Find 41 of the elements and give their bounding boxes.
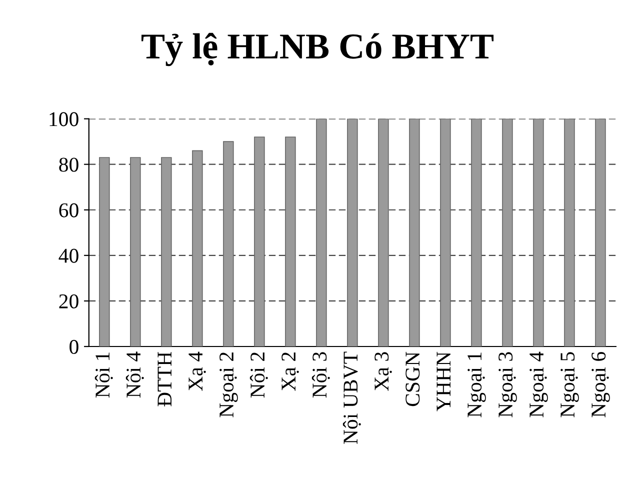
x-tick-label: Xạ 2: [282, 352, 299, 391]
bar: [440, 118, 451, 346]
x-tick-label: Xạ 4: [188, 352, 206, 391]
x-tick-label: Nội 3: [312, 352, 330, 398]
x-tick-label: CSGN: [406, 352, 420, 406]
bar: [409, 118, 420, 346]
x-tick-label: Nội 4: [126, 352, 144, 398]
x-tick-label: Ngoại 4: [530, 352, 548, 418]
x-tick-label: Nội UBVT: [342, 352, 361, 444]
bar: [223, 141, 234, 346]
chart-title: Tỷ lệ HLNB Có BHYT: [142, 32, 494, 66]
x-tick-label: Xạ 3: [374, 352, 392, 391]
bar: [254, 136, 265, 346]
x-tick-label: YHHN: [436, 352, 450, 412]
y-tick-label: 80: [59, 158, 78, 172]
x-tick-label: Ngoại 5: [560, 352, 579, 418]
bar: [502, 118, 513, 346]
bar: [285, 136, 296, 346]
bar: [192, 150, 203, 346]
bar: [130, 157, 141, 346]
x-tick-label: Nội 2: [250, 352, 268, 398]
y-tick-label: 0: [70, 340, 78, 354]
y-tick-label: 20: [59, 294, 78, 308]
x-tick-label: Ngoại 3: [498, 352, 517, 418]
bar: [347, 118, 358, 346]
x-tick-label: Ngoại 6: [592, 352, 610, 418]
bar: [99, 157, 110, 346]
x-tick-label: Ngoại 1: [468, 352, 486, 418]
bar: [161, 157, 172, 346]
x-tick-label: Ngoại 2: [220, 352, 238, 418]
y-tick-label: 100: [50, 112, 78, 126]
bar: [378, 118, 389, 346]
bar: [533, 118, 544, 346]
y-tick-label: 40: [58, 248, 78, 263]
bar: [564, 118, 575, 346]
x-tick-label: ĐTTH: [158, 352, 172, 406]
y-tick-label: 60: [59, 203, 78, 218]
bar: [471, 118, 482, 346]
x-tick-label: Nội 1: [94, 352, 113, 398]
bar: [316, 118, 327, 346]
bar: [595, 118, 606, 346]
